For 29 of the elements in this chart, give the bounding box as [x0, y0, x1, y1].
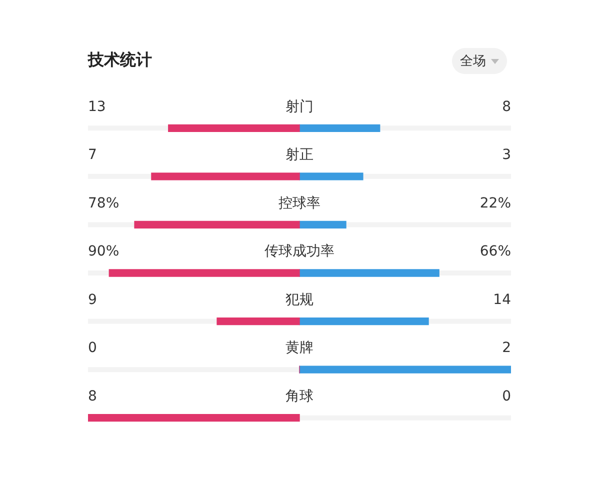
bar	[168, 124, 300, 132]
annotation: 0	[502, 388, 511, 404]
y-tick-label: 射正	[286, 147, 314, 164]
y-tick-label: 犯规	[286, 292, 314, 308]
chart-title: 技术统计	[88, 50, 152, 71]
annotation: 0	[88, 340, 97, 356]
bar	[216, 317, 300, 326]
annotation: 2	[502, 340, 511, 356]
y-tick-label: 控球率	[278, 195, 320, 212]
text: 全场	[460, 53, 486, 70]
bar	[299, 172, 364, 180]
annotation: 90%	[88, 244, 120, 260]
y-tick-label: 角球	[286, 388, 314, 404]
y-tick-label: 黄牌	[286, 340, 314, 356]
y-tick-label: 射门	[286, 98, 314, 115]
y-tick-label: 传球成功率	[264, 244, 334, 260]
annotation: 66%	[480, 244, 511, 260]
annotation: 3	[502, 147, 511, 164]
annotation: 13	[88, 98, 106, 115]
annotation: 22%	[480, 195, 511, 212]
bar	[299, 124, 380, 132]
annotation: 9	[88, 292, 97, 308]
annotation: 8	[502, 98, 511, 115]
annotation: 8	[88, 388, 97, 404]
annotation: 78%	[88, 195, 120, 212]
bar	[299, 220, 346, 229]
annotation: 14	[493, 292, 512, 308]
bar	[299, 317, 429, 326]
annotation: 7	[88, 147, 97, 164]
